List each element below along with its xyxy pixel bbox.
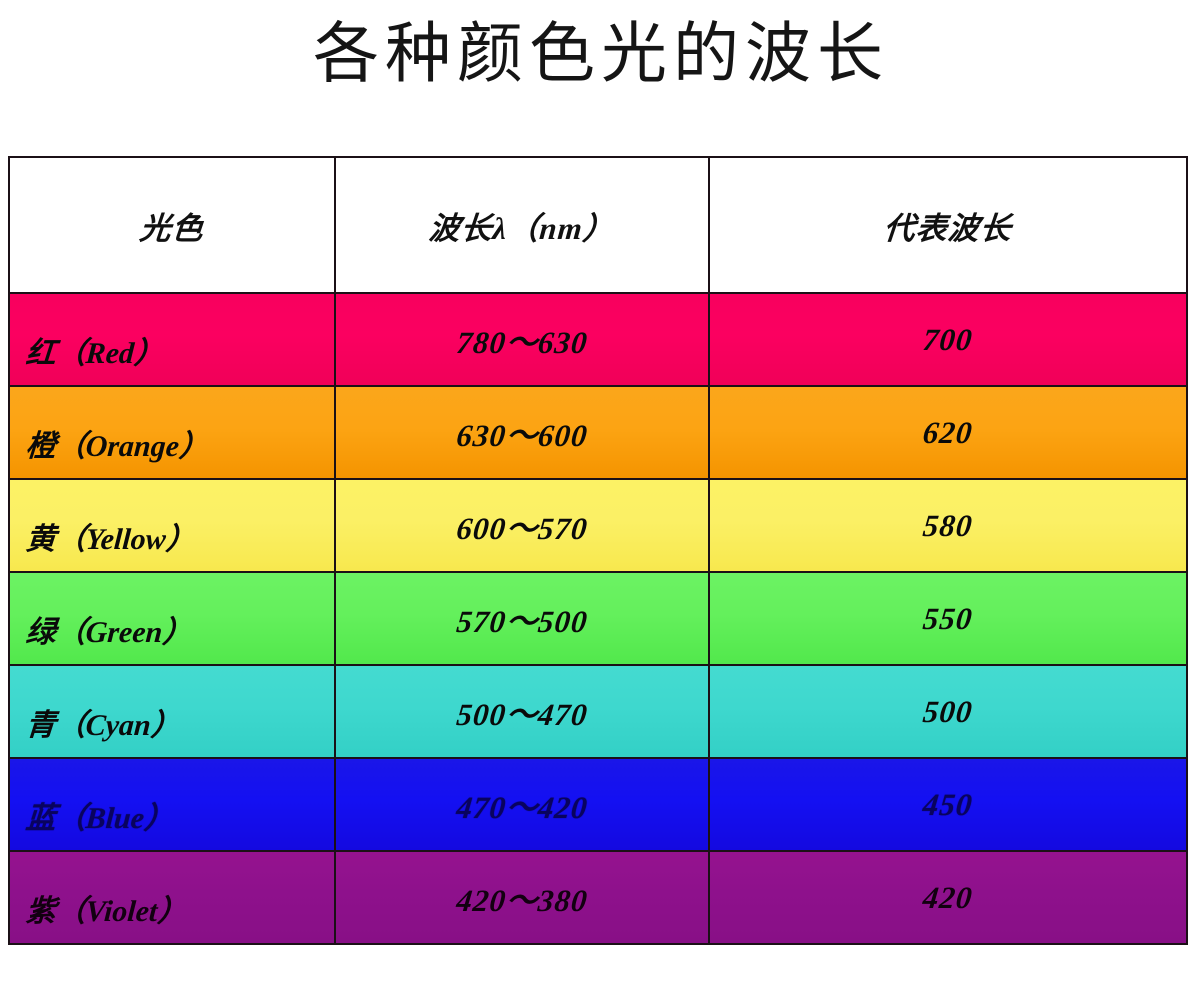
table-row: 橙（Orange） 630〜600 620 xyxy=(8,385,1188,480)
wavelength-table: 光色 波长λ（nm） 代表波长 红（Red） 780〜630 700 橙（Ora xyxy=(8,156,1188,945)
cell-representative-wavelength: 700 xyxy=(708,292,1188,387)
cell-wavelength-range: 780〜630 xyxy=(334,292,710,387)
representative-wavelength-text: 450 xyxy=(921,786,975,822)
color-name-text: 紫（Violet） xyxy=(24,894,189,928)
color-name-text: 橙（Orange） xyxy=(24,429,211,463)
column-header-range-label: 波长λ（nm） xyxy=(427,210,617,246)
table-header-row: 光色 波长λ（nm） 代表波长 xyxy=(8,156,1188,294)
cell-color-name: 绿（Green） xyxy=(8,571,336,666)
cell-color-name: 黄（Yellow） xyxy=(8,478,336,573)
wavelength-range-text: 470〜420 xyxy=(454,790,590,825)
cell-representative-wavelength: 620 xyxy=(708,385,1188,480)
cell-color-name: 蓝（Blue） xyxy=(8,757,336,852)
table-row: 紫（Violet） 420〜380 420 xyxy=(8,850,1188,945)
cell-color-name: 橙（Orange） xyxy=(8,385,336,480)
color-name-text: 蓝（Blue） xyxy=(24,801,176,835)
representative-wavelength-text: 580 xyxy=(921,507,975,543)
table-row: 蓝（Blue） 470〜420 450 xyxy=(8,757,1188,852)
wavelength-range-text: 420〜380 xyxy=(454,883,590,918)
column-header-represent: 代表波长 xyxy=(708,156,1188,294)
cell-representative-wavelength: 450 xyxy=(708,757,1188,852)
color-name-text: 红（Red） xyxy=(24,336,166,370)
cell-color-name: 紫（Violet） xyxy=(8,850,336,945)
cell-representative-wavelength: 420 xyxy=(708,850,1188,945)
cell-representative-wavelength: 580 xyxy=(708,478,1188,573)
cell-representative-wavelength: 550 xyxy=(708,571,1188,666)
cell-color-name: 青（Cyan） xyxy=(8,664,336,759)
cell-representative-wavelength: 500 xyxy=(708,664,1188,759)
table-row: 绿（Green） 570〜500 550 xyxy=(8,571,1188,666)
column-header-range: 波长λ（nm） xyxy=(334,156,710,294)
page-title: 各种颜色光的波长 xyxy=(313,16,889,90)
representative-wavelength-text: 420 xyxy=(921,879,975,915)
representative-wavelength-text: 620 xyxy=(921,414,975,450)
color-name-text: 绿（Green） xyxy=(24,615,194,649)
cell-wavelength-range: 420〜380 xyxy=(334,850,710,945)
wavelength-range-text: 570〜500 xyxy=(454,604,590,639)
representative-wavelength-text: 550 xyxy=(921,600,975,636)
column-header-color-label: 光色 xyxy=(138,210,206,246)
representative-wavelength-text: 700 xyxy=(921,321,975,357)
wavelength-range-text: 630〜600 xyxy=(454,418,590,453)
wavelength-range-text: 600〜570 xyxy=(454,511,590,546)
table-row: 黄（Yellow） 600〜570 580 xyxy=(8,478,1188,573)
column-header-color: 光色 xyxy=(8,156,336,294)
cell-wavelength-range: 500〜470 xyxy=(334,664,710,759)
table-row: 青（Cyan） 500〜470 500 xyxy=(8,664,1188,759)
color-name-text: 黄（Yellow） xyxy=(24,522,197,556)
cell-wavelength-range: 570〜500 xyxy=(334,571,710,666)
column-header-represent-label: 代表波长 xyxy=(882,210,1014,246)
table-row: 红（Red） 780〜630 700 xyxy=(8,292,1188,387)
wavelength-range-text: 500〜470 xyxy=(454,697,590,732)
cell-wavelength-range: 630〜600 xyxy=(334,385,710,480)
representative-wavelength-text: 500 xyxy=(921,693,975,729)
cell-wavelength-range: 600〜570 xyxy=(334,478,710,573)
cell-wavelength-range: 470〜420 xyxy=(334,757,710,852)
cell-color-name: 红（Red） xyxy=(8,292,336,387)
color-name-text: 青（Cyan） xyxy=(24,708,182,742)
wavelength-range-text: 780〜630 xyxy=(454,325,590,360)
